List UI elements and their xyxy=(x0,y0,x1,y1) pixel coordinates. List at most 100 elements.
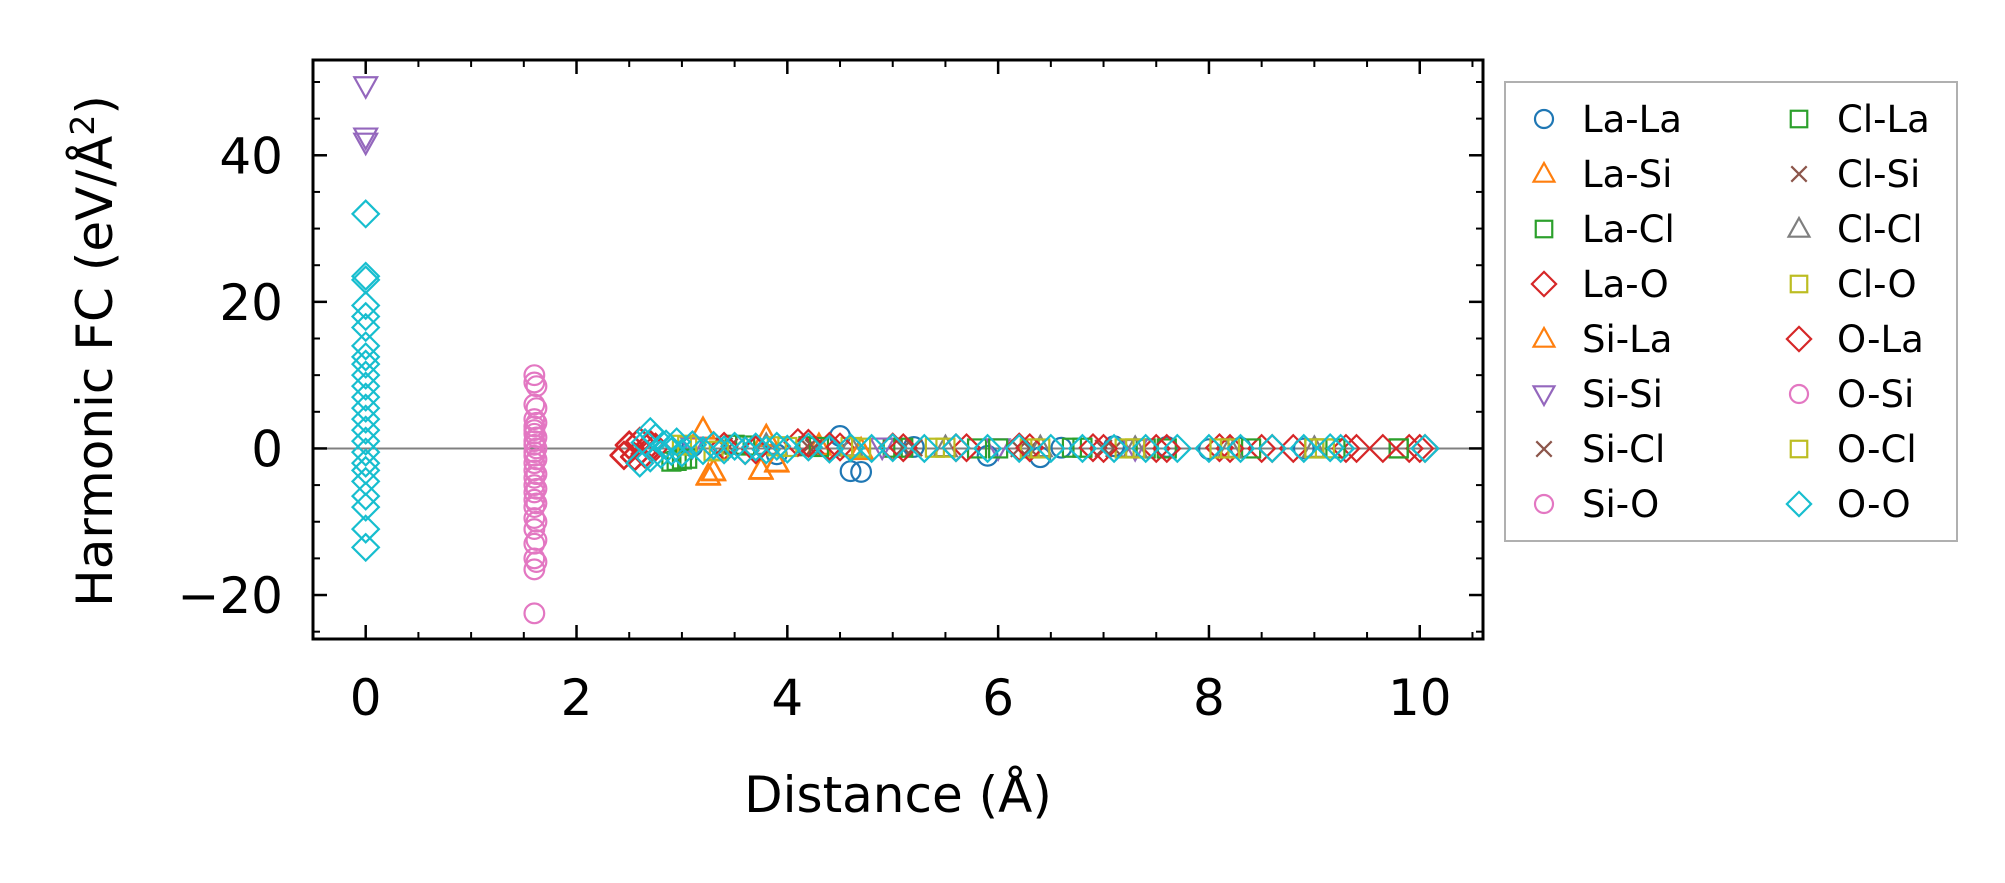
data-point-o-si xyxy=(525,510,548,533)
data-point-o-o xyxy=(350,393,381,423)
data-point-cl-o xyxy=(1304,438,1325,459)
legend-marker-la-o xyxy=(1530,270,1558,298)
data-point-la-o xyxy=(1278,433,1309,464)
y-tick-label: 0 xyxy=(251,420,283,478)
y-axis-label-main: Harmonic FC (eV/Å xyxy=(66,136,124,607)
data-point-o-o xyxy=(1325,433,1356,464)
legend-marker-si-la xyxy=(1531,325,1557,348)
data-point-o-o xyxy=(972,433,1003,464)
legend-marker-si-si xyxy=(1531,385,1557,408)
data-point-o-la xyxy=(888,432,919,463)
data-point-o-si xyxy=(525,448,548,471)
legend-entry-si-la: Si-La xyxy=(1531,318,1672,361)
data-point-o-o xyxy=(856,433,887,464)
axis-ticks xyxy=(313,60,1483,639)
data-point-o-o xyxy=(688,435,718,466)
data-point-o-o xyxy=(1257,433,1287,464)
data-point-o-la xyxy=(1088,433,1119,464)
data-point-la-o xyxy=(1141,433,1171,464)
data-point-o-si xyxy=(525,477,548,500)
data-point-o-o xyxy=(740,432,771,462)
legend-entry-cl-o: Cl-O xyxy=(1789,263,1917,306)
data-point-o-o xyxy=(350,514,381,544)
data-point-o-o xyxy=(350,404,381,434)
data-point-si-o xyxy=(523,602,546,625)
data-point-o-cl xyxy=(851,437,872,458)
data-point-o-o xyxy=(625,448,655,478)
legend-marker-cl-cl xyxy=(1786,215,1812,238)
data-point-si-o xyxy=(523,532,546,555)
x-tick-label: 4 xyxy=(771,669,803,727)
data-point-o-o xyxy=(350,415,381,445)
scatter-marks xyxy=(350,76,1440,625)
legend-label: Cl-Cl xyxy=(1837,208,1923,251)
legend-entry-cl-si: Cl-Si xyxy=(1790,153,1920,196)
y-axis-label-end: ) xyxy=(66,95,124,115)
series-o-o xyxy=(350,199,1440,563)
legend-entry-si-si: Si-Si xyxy=(1531,373,1663,416)
data-point-o-si xyxy=(525,551,548,573)
legend-entry-o-cl: O-Cl xyxy=(1789,428,1917,471)
data-point-o-o xyxy=(835,432,866,463)
data-point-o-o xyxy=(646,439,676,470)
data-point-la-la xyxy=(1292,437,1315,460)
legend-marker-cl-o xyxy=(1789,274,1809,294)
x-tick-label: 2 xyxy=(561,669,593,727)
data-point-o-o xyxy=(1194,433,1224,464)
data-point-o-si xyxy=(525,397,548,420)
data-point-o-si xyxy=(525,437,548,460)
data-point-si-o xyxy=(523,507,546,530)
legend-marker-si-o xyxy=(1533,493,1555,515)
legend-label: Cl-La xyxy=(1837,98,1930,141)
data-point-o-o xyxy=(909,433,940,464)
data-point-o-o xyxy=(350,301,381,332)
data-point-la-la xyxy=(976,444,999,467)
data-point-si-o xyxy=(523,408,546,431)
legend-marker-o-la xyxy=(1785,325,1813,353)
data-point-o-o xyxy=(350,481,381,511)
data-point-si-si xyxy=(352,76,379,100)
data-point-o-o xyxy=(350,290,381,321)
legend-entry-o-la: O-La xyxy=(1785,318,1924,361)
legend-entry-o-si: O-Si xyxy=(1788,373,1914,416)
data-point-o-o xyxy=(762,431,792,461)
data-point-si-o xyxy=(523,488,546,511)
data-point-o-o xyxy=(793,432,824,462)
legend-entry-la-si: La-Si xyxy=(1531,153,1672,196)
data-point-si-la xyxy=(763,448,791,472)
legend-label: Si-Cl xyxy=(1582,428,1665,471)
y-tick-label: 20 xyxy=(219,274,283,332)
legend-entry-la-la: La-La xyxy=(1533,98,1682,141)
legend-marker-si-cl xyxy=(1535,440,1553,458)
data-point-o-o xyxy=(350,371,381,401)
legend-entry-la-o: La-O xyxy=(1530,263,1669,306)
data-point-si-cl xyxy=(799,437,818,457)
data-point-o-o xyxy=(1067,433,1098,464)
y-axis-label: Harmonic FC (eV/Å2) xyxy=(63,95,124,607)
data-point-o-o xyxy=(1099,433,1129,464)
legend-label: O-La xyxy=(1837,318,1924,361)
data-point-o-si xyxy=(525,426,548,449)
data-point-o-o xyxy=(350,382,381,412)
data-point-o-o xyxy=(1410,433,1440,464)
data-point-la-o xyxy=(1341,433,1372,464)
data-point-si-la xyxy=(700,456,727,481)
data-point-cl-cl xyxy=(1027,433,1054,458)
data-point-o-la xyxy=(1152,433,1182,464)
data-point-si-o xyxy=(523,459,546,482)
legend-entry-cl-la: Cl-La xyxy=(1789,98,1930,141)
data-point-la-o xyxy=(1394,433,1424,464)
legend-marker-o-cl xyxy=(1789,439,1809,459)
data-point-o-o xyxy=(1289,433,1319,464)
data-point-o-o xyxy=(1130,433,1161,464)
data-point-si-o xyxy=(523,422,546,445)
x-tick-label: 8 xyxy=(1193,669,1225,727)
data-point-o-la xyxy=(1015,432,1045,463)
data-point-o-o xyxy=(350,532,381,563)
data-point-o-o xyxy=(1315,432,1345,463)
data-point-o-o xyxy=(730,435,760,466)
data-point-o-o xyxy=(350,448,381,478)
data-point-o-si xyxy=(525,529,548,551)
data-point-o-o xyxy=(350,342,381,372)
